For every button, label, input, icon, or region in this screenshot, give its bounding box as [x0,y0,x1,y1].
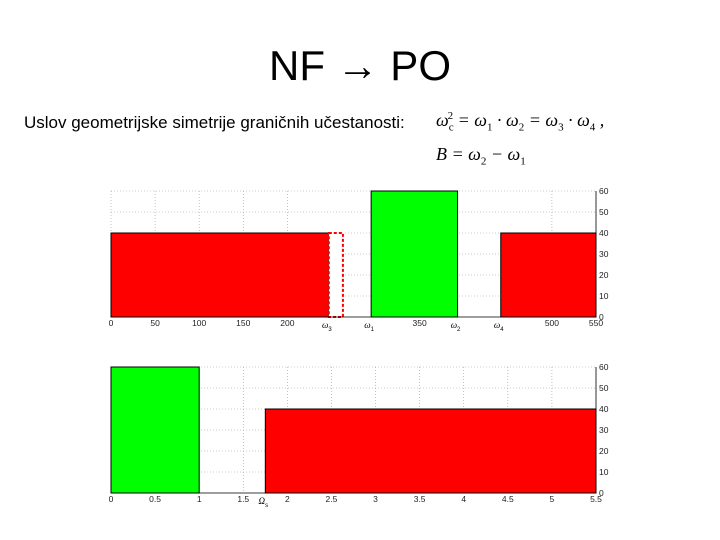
x-tick-label: 4.5 [502,494,514,504]
y-tick-label: 30 [599,249,609,259]
y-tick-label: 40 [599,404,609,414]
x-tick-label: 1 [197,494,202,504]
x-tick-label: 100 [192,318,206,328]
x-tick-label: 5.5 [590,494,602,504]
y-tick-label: 10 [599,291,609,301]
x-tick-label: 3.5 [414,494,426,504]
y-tick-label: 60 [599,362,609,372]
y-tick-label: 30 [599,425,609,435]
x-tick-label: 2 [285,494,290,504]
x-tick-label: 3 [373,494,378,504]
frequency-marker-label: ω2 [451,320,461,333]
x-tick-label: 0 [109,494,114,504]
y-tick-label: 0 [599,488,604,498]
y-tick-label: 0 [599,312,604,322]
slide-title: NF → PO [268,42,451,89]
x-tick-label: 350 [413,318,427,328]
band-0 [110,232,330,318]
bandwidth-formula: B = ω2 − ω1 [436,144,526,168]
y-tick-label: 20 [599,270,609,280]
y-tick-label: 60 [599,186,609,196]
x-tick-label: 0.5 [149,494,161,504]
x-tick-label: 550 [589,318,603,328]
frequency-marker-label: ω4 [494,320,504,333]
x-tick-label: 500 [545,318,559,328]
x-tick-label: 5 [550,494,555,504]
x-tick-label: 50 [150,318,160,328]
x-tick-label: 1.5 [237,494,249,504]
x-tick-label: 2.5 [326,494,338,504]
y-tick-label: 40 [599,228,609,238]
y-tick-label: 50 [599,207,609,217]
symmetry-condition-text: Uslov geometrijske simetrije graničnih u… [24,113,405,132]
x-tick-label: 0 [109,318,114,328]
frequency-marker-label: Ωs [259,496,269,509]
band-1 [264,408,597,494]
x-tick-label: 150 [236,318,250,328]
band-0 [110,366,200,494]
frequency-marker-label: ω1 [364,320,374,333]
y-tick-label: 20 [599,446,609,456]
y-tick-label: 10 [599,467,609,477]
y-tick-label: 50 [599,383,609,393]
geometric-symmetry-formula: ωc2 = ω1 · ω2 = ω3 · ω4 , [436,110,605,134]
x-tick-label: 4 [461,494,466,504]
band-2 [370,190,459,318]
x-tick-label: 200 [280,318,294,328]
frequency-marker-label: ω3 [322,320,332,333]
